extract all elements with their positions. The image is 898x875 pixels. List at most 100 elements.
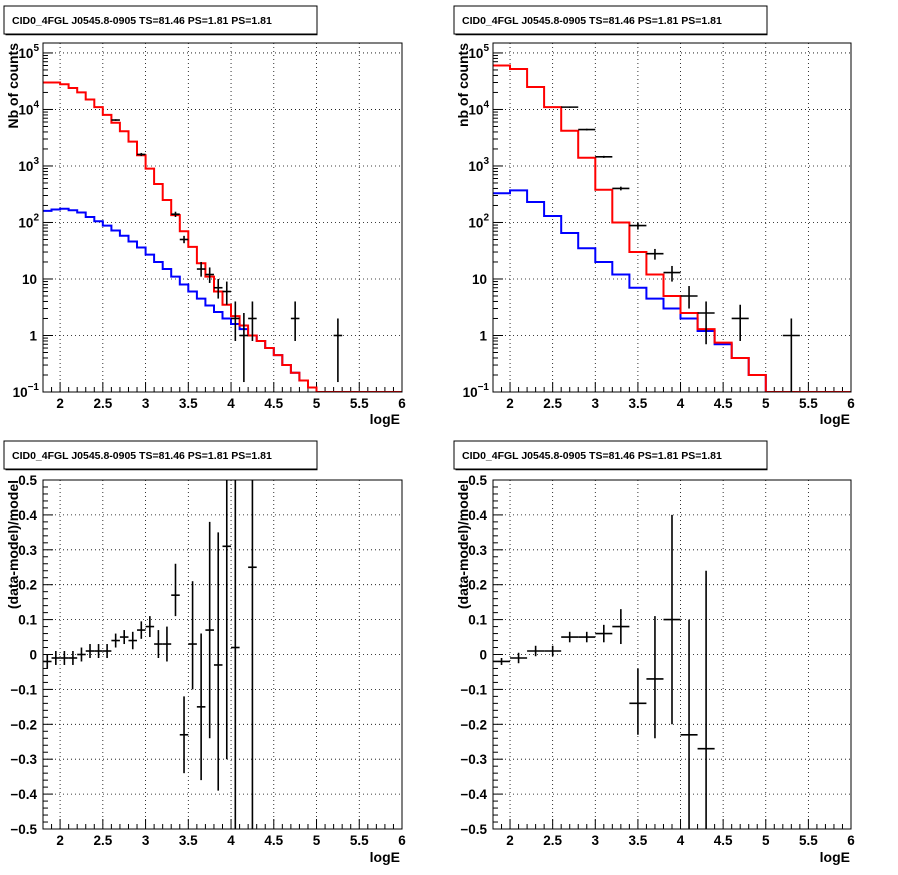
data-point [248, 480, 257, 829]
y-tick-label: 0.3 [468, 543, 487, 558]
chart-2: CID0_4FGL J0545.8-0905 TS=81.46 PS=1.81 … [453, 5, 855, 427]
data-point [697, 570, 715, 829]
data-point [128, 631, 138, 650]
data-point [561, 106, 579, 108]
x-tick-label: 2.5 [93, 833, 112, 848]
x-tick-label: 2 [56, 396, 64, 411]
chart-title: CID0_4FGL J0545.8-0905 TS=81.46 PS=1.81 … [462, 450, 722, 462]
plot-area [43, 43, 402, 392]
x-tick-label: 4.5 [714, 833, 733, 848]
plot-frame [492, 479, 852, 830]
y-tick-label: 0.5 [18, 473, 37, 488]
data-point [290, 301, 300, 341]
data-point [731, 304, 749, 341]
data-points [561, 106, 800, 392]
y-tick-label: 0.5 [468, 473, 487, 488]
data-point [629, 668, 647, 735]
chart-3: CID0_4FGL J0545.8-0905 TS=81.46 PS=1.81 … [3, 440, 406, 865]
data-point [43, 654, 52, 669]
data-point [527, 645, 545, 657]
y-tick-label: −0.5 [10, 822, 37, 837]
x-tick-label: 2.5 [543, 833, 562, 848]
y-tick-label: 1 [29, 328, 37, 343]
x-tick-label: 4 [677, 833, 685, 848]
data-point [77, 647, 86, 662]
y-tick-labels: 10−1 1 10 102 103 104 105 [13, 43, 40, 400]
data-point [595, 155, 613, 158]
x-tick-label: 3.5 [179, 833, 198, 848]
data-point [51, 651, 61, 665]
data-point [85, 644, 95, 658]
y-axis-label: Nb of counts [5, 43, 21, 129]
x-tick-label: 5.5 [350, 396, 369, 411]
data-point [213, 532, 223, 791]
chart-title-box: CID0_4FGL J0545.8-0905 TS=81.46 PS=1.81 … [3, 440, 318, 471]
y-axis-label: (data-model)/model [455, 480, 471, 609]
data-point [137, 621, 146, 639]
y-tick-label: 0.4 [18, 508, 37, 523]
x-tick-label: 3 [142, 396, 150, 411]
data-point [179, 696, 189, 774]
chart-title: CID0_4FGL J0545.8-0905 TS=81.46 PS=1.81 … [12, 15, 272, 27]
data-point [663, 514, 681, 725]
data-point [680, 286, 698, 309]
y-tick-label: −0.3 [460, 752, 487, 767]
y-tick-labels: 10−1 1 10 102 103 104 105 [463, 43, 490, 400]
data-point [697, 301, 715, 345]
y-tick-label: −0.2 [10, 717, 37, 732]
data-point [663, 265, 681, 282]
x-tick-label: 4 [677, 396, 685, 411]
x-tick-label: 6 [398, 833, 406, 848]
data-point [188, 581, 197, 690]
y-tick-label: 10−1 [13, 382, 40, 400]
plot-area [43, 480, 402, 829]
data-point [510, 652, 528, 664]
y-tick-label: 10−1 [463, 382, 490, 400]
data-point [333, 318, 343, 383]
y-tick-label: 102 [468, 212, 489, 230]
y-tick-label: 0.3 [18, 543, 37, 558]
y-tick-label: 104 [18, 99, 39, 117]
data-point [578, 631, 596, 643]
data-point [231, 301, 240, 341]
data-point [248, 301, 257, 341]
title-frame [453, 440, 768, 470]
x-tick-label: 4 [227, 396, 235, 411]
x-tick-label: 4.5 [264, 396, 283, 411]
data-point [222, 480, 232, 760]
x-tick-labels: 2 2.5 3 3.5 4 4.5 5 5.5 6 [56, 833, 406, 848]
data-point [578, 128, 596, 131]
data-point [102, 644, 112, 658]
x-tick-label: 3 [592, 396, 600, 411]
y-tick-label: 103 [18, 156, 39, 174]
data-point [213, 278, 223, 299]
y-tick-label: 102 [18, 212, 39, 230]
data-point [646, 248, 664, 260]
x-axis-label: logE [370, 411, 400, 427]
x-tick-label: 5 [313, 833, 321, 848]
chart-title-box: CID0_4FGL J0545.8-0905 TS=81.46 PS=1.81 … [3, 5, 318, 36]
x-tick-label: 6 [847, 396, 855, 411]
x-axis-label: logE [820, 849, 850, 865]
y-tick-label: 105 [18, 43, 39, 61]
data-point [179, 235, 189, 244]
y-tick-labels: −0.5 −0.4 −0.3 −0.2 −0.1 0 0.1 0.2 0.3 0.4 0.5 [460, 473, 487, 837]
y-tick-label: 0.2 [468, 578, 487, 593]
chart-title: CID0_4FGL J0545.8-0905 TS=81.46 PS=1.81 … [12, 450, 272, 462]
x-tick-label: 2.5 [93, 396, 112, 411]
x-tick-label: 2.5 [543, 396, 562, 411]
y-tick-label: −0.5 [460, 822, 487, 837]
x-tick-label: 2 [506, 396, 514, 411]
y-tick-label: 0.4 [468, 508, 487, 523]
data-point [231, 480, 240, 829]
plot-frame [42, 42, 403, 393]
chart-title: CID0_4FGL J0545.8-0905 TS=81.46 PS=1.81 … [462, 15, 722, 27]
x-tick-label: 5 [313, 396, 321, 411]
y-tick-label: 10 [22, 272, 37, 287]
y-tick-label: −0.2 [460, 717, 487, 732]
x-tick-labels: 2 2.5 3 3.5 4 4.5 5 5.5 6 [56, 396, 406, 411]
data-points [493, 514, 715, 829]
data-point [154, 630, 163, 658]
x-axis-label: logE [370, 849, 400, 865]
